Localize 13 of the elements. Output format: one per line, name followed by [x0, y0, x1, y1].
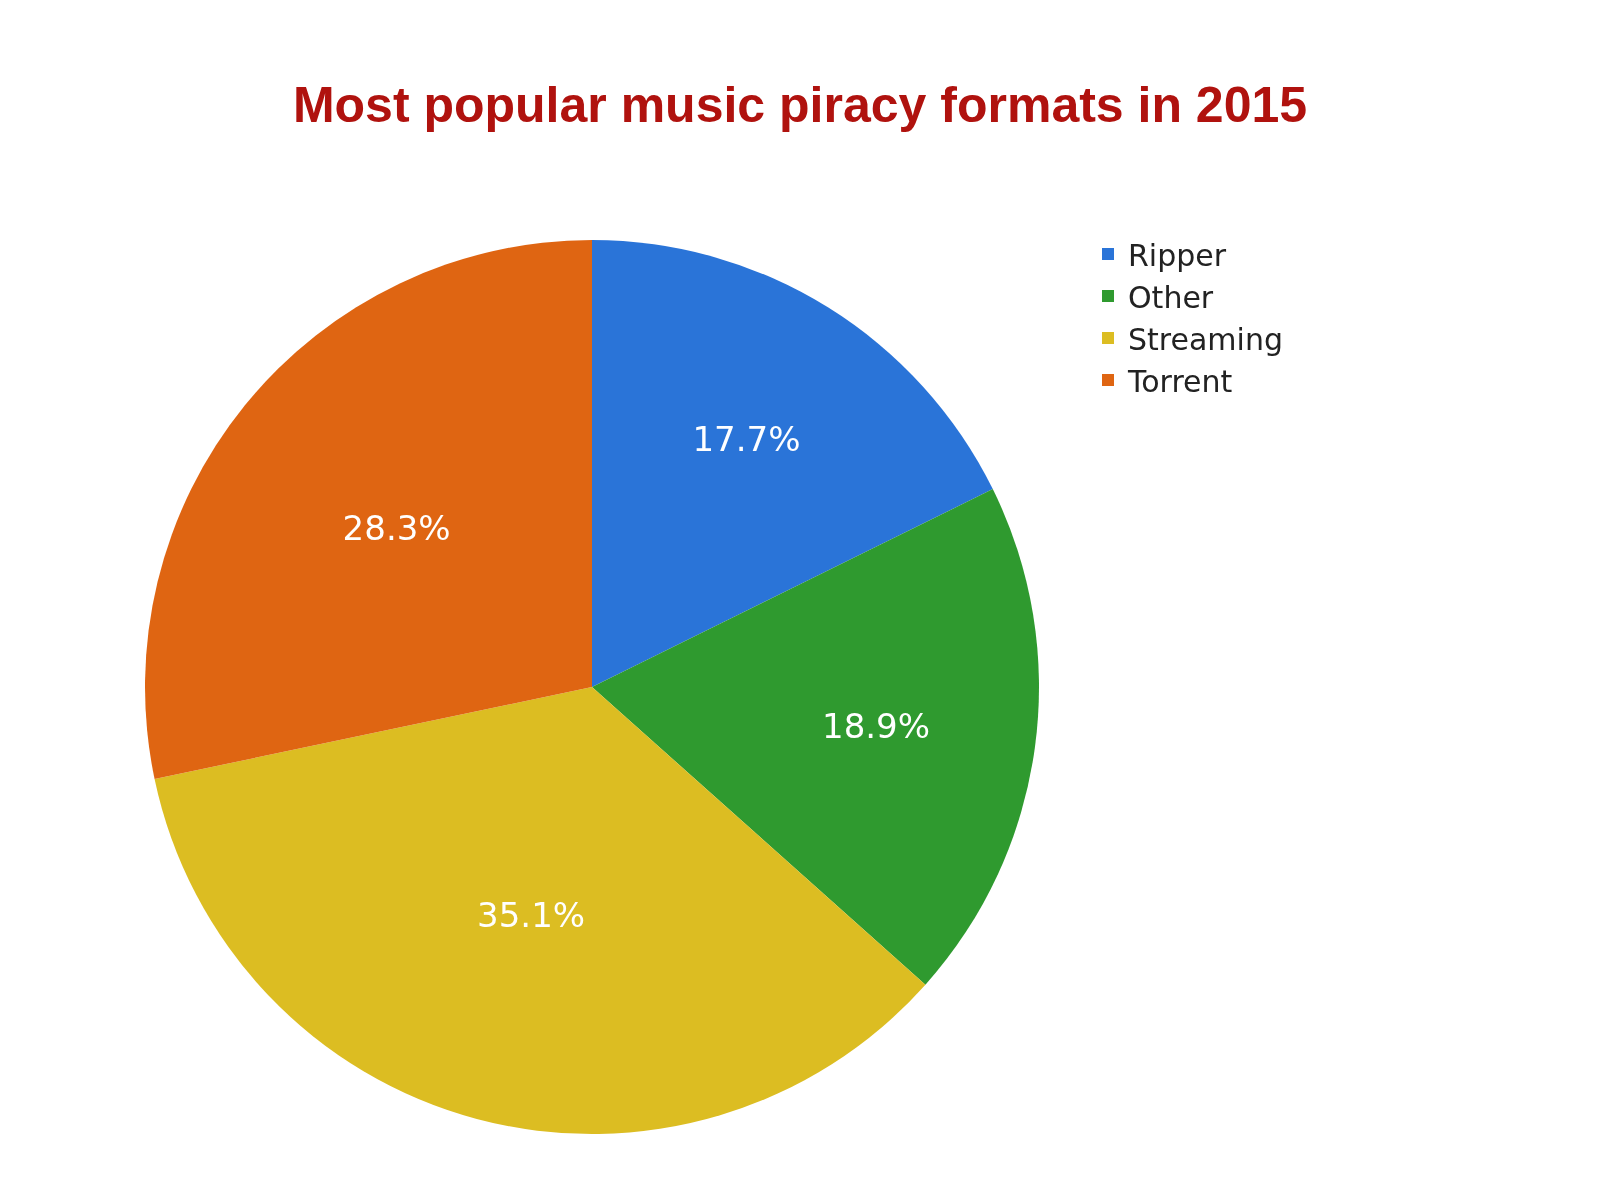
legend-label: Ripper [1128, 237, 1227, 273]
data-label: 18.9% [822, 705, 931, 746]
legend-label: Streaming [1128, 321, 1283, 357]
chart-title: Most popular music piracy formats in 2015 [292, 76, 1308, 133]
pie-slice [592, 489, 1039, 985]
data-label: 17.7% [692, 418, 801, 459]
pie-slice [154, 687, 926, 1134]
pie-slice [592, 240, 993, 687]
data-label: 35.1% [477, 895, 586, 936]
legend-label: Torrent [1127, 363, 1233, 399]
legend-label: Other [1128, 279, 1214, 315]
data-label: 28.3% [342, 508, 451, 549]
pie-slice [145, 240, 592, 780]
